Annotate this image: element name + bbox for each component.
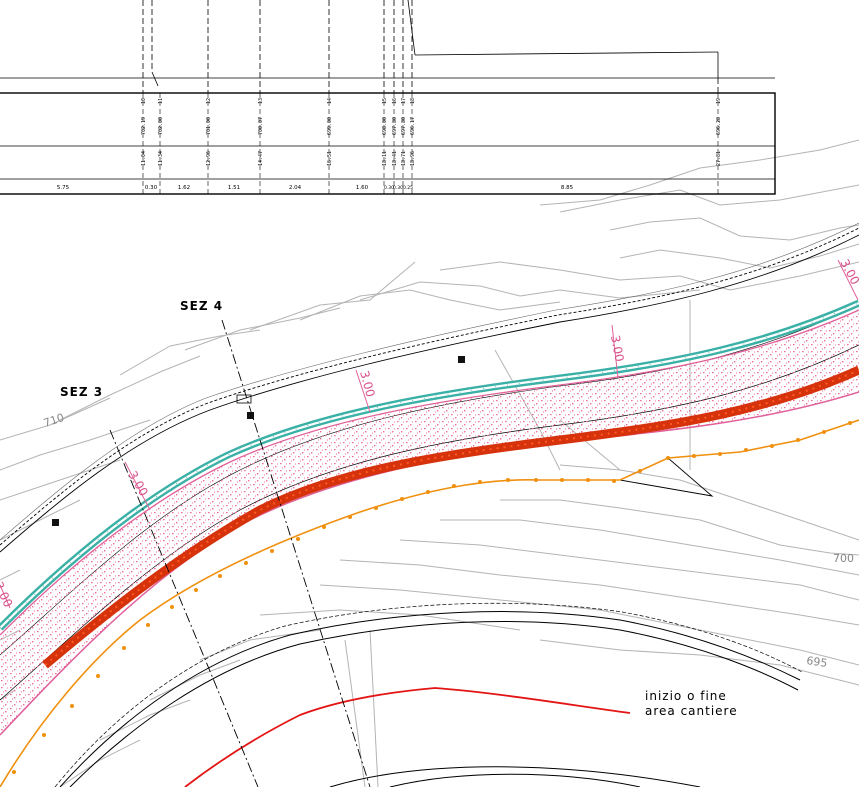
section-label-sez3: SEZ 3 bbox=[60, 385, 103, 399]
sec-prog-13: 14.47 bbox=[258, 151, 264, 166]
dist-9: 8.85 bbox=[561, 185, 574, 191]
teal-bank-edge bbox=[0, 299, 859, 631]
sec-elev-15: 698.00 bbox=[382, 117, 388, 135]
section-table: 10 702.19 11.04 11 702.00 11.34 12 701.0… bbox=[0, 0, 776, 195]
contour-lines bbox=[0, 139, 859, 787]
sec-num-18: 18 bbox=[410, 98, 416, 104]
channel-riverbed bbox=[0, 309, 859, 736]
sec-prog-11: 11.34 bbox=[158, 151, 164, 166]
sec-elev-13: 700.07 bbox=[258, 117, 264, 135]
sec-num-13: 13 bbox=[258, 98, 264, 104]
dist-3: 1.51 bbox=[228, 185, 240, 191]
dimension-callouts bbox=[0, 259, 859, 609]
dim-label-4: 3.00 bbox=[837, 257, 859, 287]
dim-label-5: 3.00 bbox=[0, 579, 15, 609]
sec-num-15: 15 bbox=[382, 98, 388, 104]
sec-elev-17: 697.80 bbox=[401, 117, 407, 135]
sec-elev-10: 702.19 bbox=[141, 117, 147, 135]
sec-elev-12: 701.00 bbox=[206, 117, 212, 135]
dist-1: 0.30 bbox=[145, 185, 158, 191]
sec-num-19: 19 bbox=[716, 98, 722, 104]
dist-8: 0.25 bbox=[403, 185, 413, 191]
dim-label-2: 3.00 bbox=[357, 369, 377, 398]
sec-prog-14: 16.51 bbox=[327, 151, 333, 166]
sec-prog-19: 27.81 bbox=[716, 151, 722, 166]
sec-num-10: 10 bbox=[141, 98, 147, 104]
sec-elev-16: 697.80 bbox=[392, 117, 398, 135]
marker-box bbox=[236, 394, 252, 404]
legend-text-line2: area cantiere bbox=[645, 704, 738, 718]
sec-elev-11: 702.00 bbox=[158, 117, 164, 135]
dist-0: 5.75 bbox=[57, 185, 70, 191]
section-label-sez4: SEZ 4 bbox=[180, 299, 223, 313]
sec-elev-14: 699.00 bbox=[327, 117, 333, 135]
dist-6: 0.30 bbox=[384, 185, 394, 191]
sec-prog-16: 18.41 bbox=[392, 151, 398, 166]
sec-num-17: 17 bbox=[401, 98, 407, 104]
sec-num-11: 11 bbox=[158, 98, 164, 104]
dim-label-3: 3.00 bbox=[125, 469, 150, 499]
sec-elev-18: 696.17 bbox=[410, 117, 416, 135]
road-outlines bbox=[0, 222, 859, 787]
dim-label-1: 3.00 bbox=[608, 334, 626, 363]
section-lines bbox=[109, 319, 371, 787]
contour-label-695: 695 bbox=[806, 654, 829, 670]
dist-5: 1.60 bbox=[356, 185, 369, 191]
dist-4: 2.04 bbox=[289, 185, 302, 191]
sec-prog-10: 11.04 bbox=[141, 151, 147, 166]
survey-markers bbox=[52, 356, 465, 526]
orange-line bbox=[0, 419, 859, 787]
sec-num-14: 14 bbox=[327, 98, 333, 104]
contour-label-710: 710 bbox=[42, 411, 66, 430]
sec-prog-12: 12.96 bbox=[206, 151, 212, 166]
legend-text-line1: inizio o fine bbox=[645, 689, 727, 703]
dist-7: 0.30 bbox=[393, 185, 403, 191]
dist-2: 1.62 bbox=[178, 185, 190, 191]
sec-num-16: 16 bbox=[392, 98, 398, 104]
channel-axis bbox=[42, 365, 859, 669]
contour-label-700: 700 bbox=[833, 552, 854, 565]
sec-num-12: 12 bbox=[206, 98, 212, 104]
sec-prog-17: 18.71 bbox=[401, 151, 407, 166]
site-boundary-line bbox=[184, 687, 631, 787]
sec-prog-18: 18.96 bbox=[410, 151, 416, 166]
sec-prog-15: 18.11 bbox=[382, 151, 388, 166]
sec-elev-19: 696.28 bbox=[716, 117, 722, 135]
